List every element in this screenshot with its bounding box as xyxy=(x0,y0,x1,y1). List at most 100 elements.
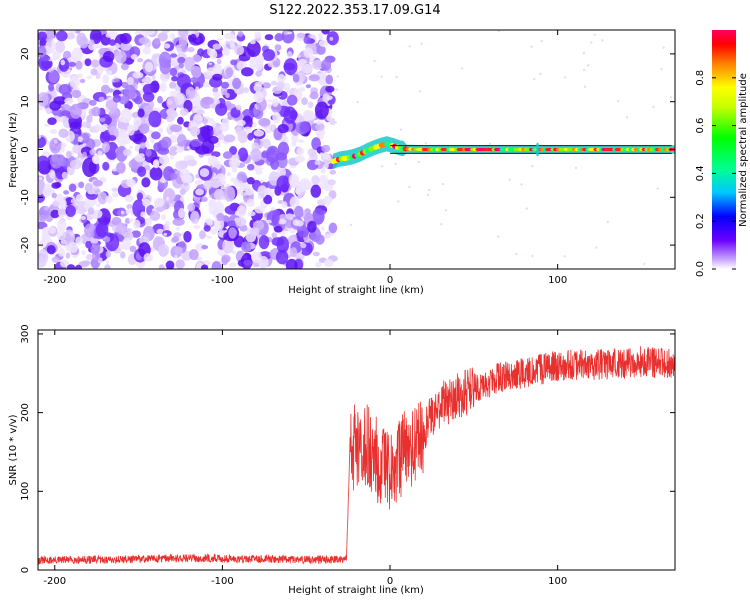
spectrogram-noise-cell xyxy=(177,134,187,147)
spectrogram-noise-cell xyxy=(107,135,117,141)
spectrogram-noise-cell xyxy=(266,210,280,226)
spectrogram-noise-cell xyxy=(169,146,177,152)
spectrogram-noise-cell xyxy=(593,33,596,36)
spectrogram-noise-cell xyxy=(43,183,52,191)
spectrogram-noise-cell xyxy=(165,260,175,269)
spectrogram-noise-cell xyxy=(582,51,586,55)
spectrogram-noise-cell xyxy=(263,194,273,205)
spectrogram-noise-cell xyxy=(251,251,262,263)
colorbar-tick-label: 0.6 xyxy=(695,118,706,134)
spectrogram-noise-cell xyxy=(211,167,218,173)
spectrogram-noise-cell xyxy=(66,264,76,269)
spectrogram-noise-cell xyxy=(142,76,152,84)
spectrogram-noise-cell xyxy=(65,252,71,259)
spectrogram-noise-cell xyxy=(488,142,492,145)
spectrogram-noise-cell xyxy=(444,209,448,212)
spectrogram-noise-cell xyxy=(533,77,536,81)
spectrogram-noise-cell xyxy=(124,194,134,203)
spectrogram-noise-cell xyxy=(63,229,75,246)
spectrogram-noise-cell xyxy=(137,153,145,159)
spectrogram-noise-cell xyxy=(195,86,200,92)
spectrogram-noise-cell xyxy=(72,144,82,154)
spectrogram-noise-cell xyxy=(298,86,306,92)
spectrogram-noise-cell xyxy=(49,129,58,134)
colorbar-gradient xyxy=(712,30,736,269)
spectrogram-noise-cell xyxy=(420,42,423,45)
bottom-y-axis-label: SNR (10 * v/v) xyxy=(8,414,19,485)
spectrogram-noise-cell xyxy=(297,195,302,200)
spectrogram-noise-cell xyxy=(295,220,304,227)
spectrogram-noise-cell xyxy=(247,163,255,171)
spectrogram-noise-cell xyxy=(170,173,178,180)
spectrogram-noise-cell xyxy=(300,242,307,249)
spectrogram-noise-cell xyxy=(99,130,111,145)
spectrogram-noise-cell xyxy=(95,72,101,80)
spectrogram-noise-cell xyxy=(126,227,132,232)
spectrogram-noise-cell xyxy=(112,94,122,103)
spectrogram-noise-cell xyxy=(231,250,236,255)
spectrogram-noise-cell xyxy=(287,51,293,58)
spectrogram-noise-cell xyxy=(205,125,214,131)
spectrogram-noise-cell xyxy=(587,64,590,67)
x-tick-label: -100 xyxy=(211,576,234,587)
spectrogram-noise-cell xyxy=(144,61,154,73)
spectrogram-noise-cell xyxy=(264,34,274,41)
spectrogram-noise-cell xyxy=(321,30,330,35)
spectrogram-noise-cell xyxy=(64,97,74,105)
y-tick-label: 0 xyxy=(20,567,31,573)
spectrogram-noise-cell xyxy=(91,106,101,117)
spectrogram-noise-cell xyxy=(69,121,82,130)
spectrogram-noise-cell xyxy=(231,158,241,168)
spectrogram-noise-cell xyxy=(106,99,118,111)
spectrogram-noise-cell xyxy=(221,256,229,266)
spectrogram-noise-cell xyxy=(105,260,110,265)
spectrogram-noise-cell xyxy=(271,98,279,107)
spectrogram-noise-cell xyxy=(128,218,134,222)
spectrogram-noise-cell xyxy=(98,96,105,102)
spectrogram-noise-cell xyxy=(417,160,420,164)
spectrogram-noise-cell xyxy=(249,40,256,45)
spectrogram-noise-cell xyxy=(136,192,143,201)
spectrogram-noise-cell xyxy=(60,59,66,66)
spectrogram-noise-cell xyxy=(154,203,158,209)
spectrogram-noise-cell xyxy=(143,253,152,262)
y-tick-label: 300 xyxy=(20,324,31,343)
spectrogram-noise-cell xyxy=(97,150,103,156)
spectrogram-noise-cell xyxy=(126,124,135,136)
spectrogram-noise-cell xyxy=(160,214,167,221)
spectrogram-noise-cell xyxy=(224,205,238,215)
spectrogram-noise-cell xyxy=(91,154,101,164)
spectrogram-noise-cell xyxy=(157,32,168,42)
spectrogram-noise-cell xyxy=(176,73,191,89)
spectrogram-noise-cell xyxy=(297,32,306,39)
x-tick-label: 0 xyxy=(387,576,393,587)
spectrogram-noise-cell xyxy=(189,126,201,137)
spectrogram-noise-cell xyxy=(394,162,397,165)
spectrogram-noise-cell xyxy=(531,164,534,168)
spectrogram-noise-cell xyxy=(170,53,178,58)
spectrogram-noise-cell xyxy=(190,77,199,83)
spectrogram-noise-cell xyxy=(101,142,110,153)
spectrogram-noise-cell xyxy=(212,43,222,50)
spectrogram-noise-cell xyxy=(408,45,411,48)
spectrogram-noise-cell xyxy=(141,82,145,87)
spectrogram-noise-cell xyxy=(176,47,182,53)
bottom-x-axis-label: Height of straight line (km) xyxy=(288,585,424,596)
spectrogram-noise-cell xyxy=(120,129,127,139)
spectrogram-noise-cell xyxy=(309,91,319,100)
spectrogram-noise-cell xyxy=(317,32,324,41)
spectrogram-noise-cell xyxy=(102,161,110,171)
spectrogram-noise-cell xyxy=(232,77,242,89)
spectrogram-noise-cell xyxy=(56,30,68,42)
spectrogram-noise-cell xyxy=(142,91,155,103)
spectrogram-noise-cell xyxy=(257,54,264,64)
spectrogram-noise-cell xyxy=(334,121,337,124)
spectrogram-noise-cell xyxy=(329,36,334,41)
spectrogram-noise-cell xyxy=(256,128,261,131)
spectrogram-noise-cell xyxy=(208,198,216,207)
spectrogram-noise-cell xyxy=(262,138,271,149)
spectrogram-noise-cell xyxy=(126,204,133,210)
spectrogram-noise-cell xyxy=(158,127,164,134)
spectrogram-noise-cell xyxy=(301,180,313,190)
spectrogram-noise-cell xyxy=(606,220,609,224)
